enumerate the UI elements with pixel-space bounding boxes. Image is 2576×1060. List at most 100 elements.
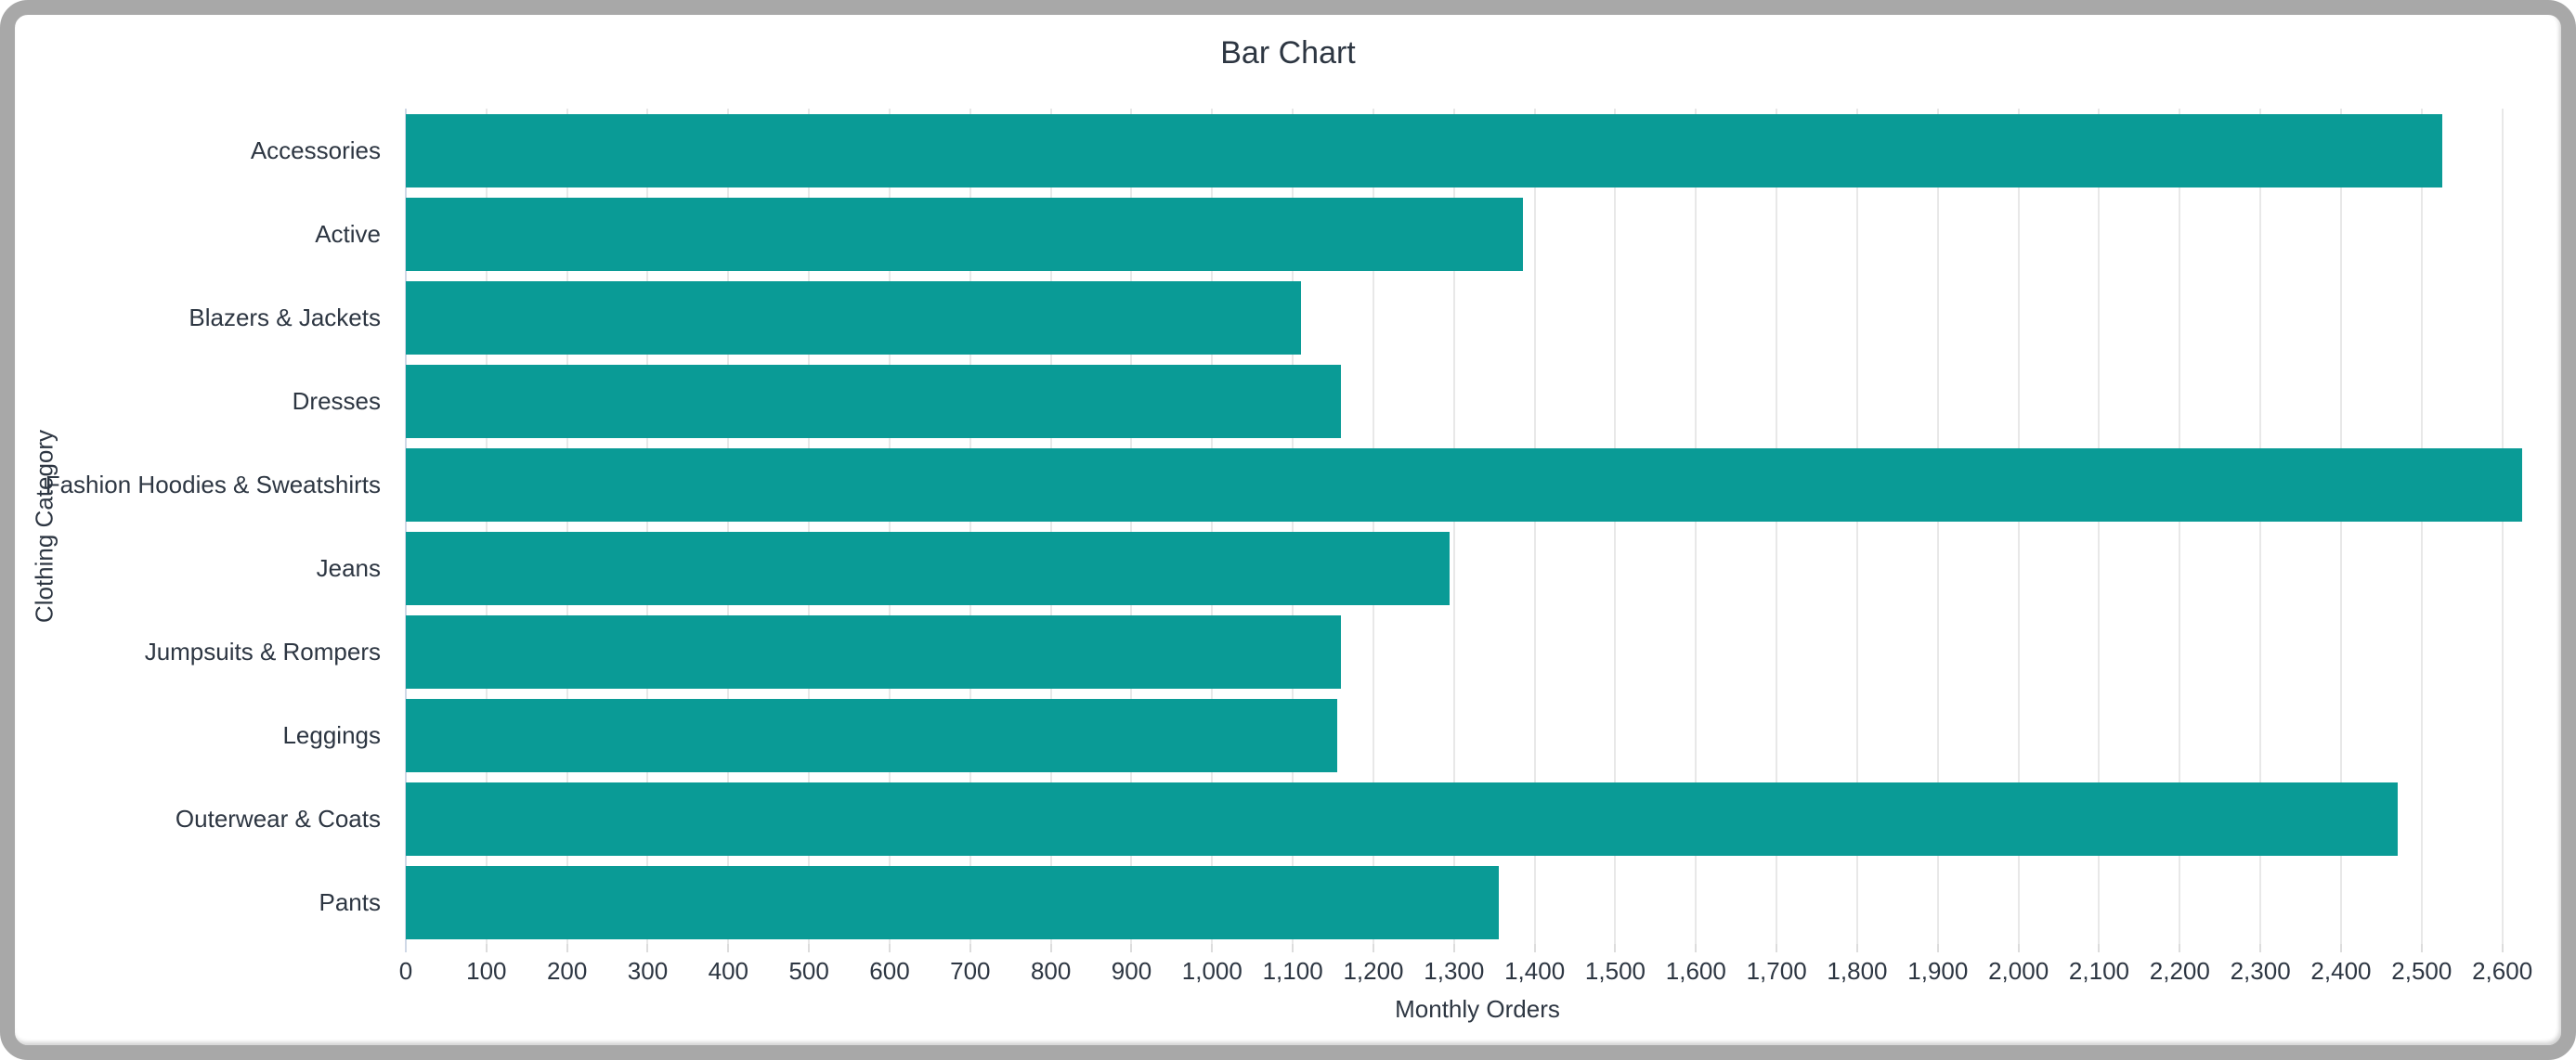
chart-title: Bar Chart — [1220, 35, 1356, 71]
bar-dresses — [406, 364, 1342, 438]
x-gridline — [808, 109, 811, 944]
x-tick-label: 500 — [788, 957, 829, 985]
x-gridline — [1936, 109, 1939, 944]
plot-area — [405, 109, 2549, 944]
x-gridline — [1049, 109, 1052, 944]
category-label: Dresses — [292, 386, 381, 415]
bar-active — [406, 197, 1523, 271]
x-gridline — [888, 109, 891, 944]
x-tick-label: 1,500 — [1584, 957, 1646, 985]
x-tick-mark — [646, 944, 649, 952]
x-gridline — [1614, 109, 1617, 944]
x-tick-label: 2,000 — [1988, 957, 2049, 985]
x-tick-mark — [2098, 944, 2101, 952]
category-label: Outerwear & Coats — [175, 804, 381, 833]
x-gridline — [1533, 109, 1536, 944]
x-tick-mark — [1533, 944, 1536, 952]
x-tick-label: 2,300 — [2230, 957, 2291, 985]
x-gridline — [1372, 109, 1374, 944]
x-tick-mark — [2339, 944, 2342, 952]
x-tick-mark — [888, 944, 891, 952]
x-gridline — [969, 109, 971, 944]
x-tick-mark — [1855, 944, 1858, 952]
x-tick-mark — [1936, 944, 1939, 952]
x-gridline — [646, 109, 649, 944]
x-tick-label: 2,200 — [2149, 957, 2210, 985]
x-tick-mark — [1292, 944, 1295, 952]
bar-fashion-hoodies-sweatshirts — [406, 447, 2523, 522]
x-gridline — [1130, 109, 1133, 944]
category-label: Pants — [319, 887, 382, 916]
bar-outerwear-coats — [406, 782, 2398, 856]
x-tick-mark — [405, 944, 407, 952]
x-tick-mark — [1452, 944, 1455, 952]
x-tick-label: 1,600 — [1665, 957, 1726, 985]
x-tick-label: 800 — [1030, 957, 1072, 985]
category-label: Leggings — [282, 720, 381, 749]
x-gridline — [485, 109, 488, 944]
category-label: Blazers & Jackets — [189, 303, 381, 331]
x-tick-mark — [2017, 944, 2020, 952]
x-tick-label: 900 — [1111, 957, 1152, 985]
x-tick-mark — [1695, 944, 1698, 952]
category-label: Fashion Hoodies & Sweatshirts — [45, 470, 381, 498]
x-tick-label: 1,000 — [1181, 957, 1242, 985]
x-tick-mark — [1614, 944, 1617, 952]
x-tick-label: 1,400 — [1504, 957, 1566, 985]
x-tick-mark — [808, 944, 811, 952]
x-tick-label: 700 — [950, 957, 991, 985]
x-gridline — [2501, 109, 2504, 944]
x-gridline — [1292, 109, 1295, 944]
x-axis-title: Monthly Orders — [1395, 995, 1560, 1023]
x-gridline — [2420, 109, 2423, 944]
bar-pants — [406, 865, 1499, 939]
x-tick-label: 2,500 — [2391, 957, 2452, 985]
x-gridline — [2259, 109, 2262, 944]
x-tick-mark — [1211, 944, 1214, 952]
x-tick-label: 200 — [546, 957, 588, 985]
x-tick-mark — [566, 944, 568, 952]
category-label: Jeans — [316, 553, 381, 582]
x-tick-label: 2,600 — [2472, 957, 2533, 985]
x-gridline — [727, 109, 730, 944]
x-tick-mark — [727, 944, 730, 952]
y-axis-title: Clothing Category — [30, 429, 59, 624]
x-gridline — [2017, 109, 2020, 944]
x-tick-label: 1,200 — [1343, 957, 1404, 985]
x-tick-label: 300 — [627, 957, 669, 985]
x-tick-mark — [2259, 944, 2262, 952]
y-axis-labels: Accessories Active Blazers & Jackets Dresse… — [0, 109, 381, 944]
x-gridline — [566, 109, 568, 944]
x-tick-label: 1,100 — [1262, 957, 1323, 985]
x-tick-mark — [485, 944, 488, 952]
x-gridline — [1855, 109, 1858, 944]
x-tick-label: 100 — [466, 957, 507, 985]
x-gridline — [2098, 109, 2101, 944]
x-tick-mark — [1049, 944, 1052, 952]
bar-blazers-jackets — [406, 280, 1301, 355]
x-tick-label: 600 — [869, 957, 910, 985]
category-label: Accessories — [250, 136, 381, 164]
x-tick-label: 1,700 — [1746, 957, 1807, 985]
x-tick-label: 400 — [708, 957, 749, 985]
category-label: Jumpsuits & Rompers — [144, 637, 381, 666]
x-tick-mark — [969, 944, 971, 952]
x-gridline — [1695, 109, 1698, 944]
x-tick-label: 2,100 — [2068, 957, 2130, 985]
x-tick-label: 0 — [398, 957, 413, 985]
category-label: Active — [315, 219, 381, 248]
x-gridline — [2339, 109, 2342, 944]
bar-jumpsuits-rompers — [406, 614, 1342, 689]
x-tick-mark — [2420, 944, 2423, 952]
y-axis-line — [405, 109, 407, 944]
x-tick-mark — [1372, 944, 1374, 952]
x-tick-label: 1,800 — [1827, 957, 1888, 985]
x-tick-label: 1,900 — [1907, 957, 1969, 985]
x-gridline — [2179, 109, 2181, 944]
x-tick-mark — [1776, 944, 1778, 952]
x-gridline — [1211, 109, 1214, 944]
x-tick-mark — [1130, 944, 1133, 952]
x-tick-mark — [2179, 944, 2181, 952]
bar-leggings — [406, 698, 1337, 772]
